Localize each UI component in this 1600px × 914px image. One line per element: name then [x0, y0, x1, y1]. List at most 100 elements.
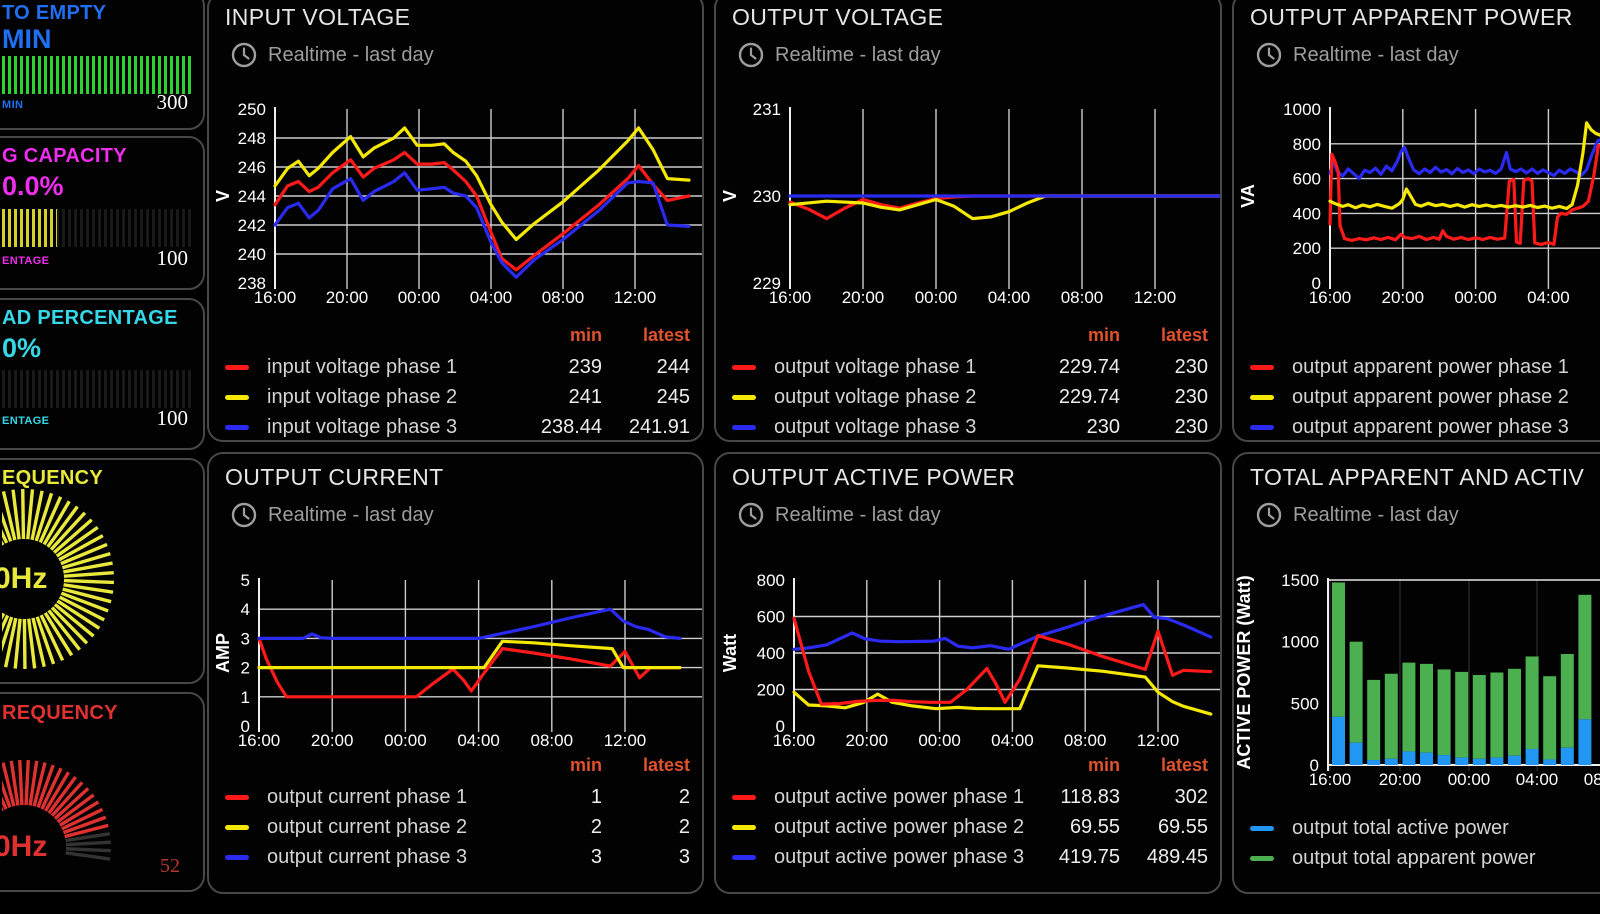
legend-row[interactable]: output voltage phase 1 229.74 230: [716, 352, 1220, 382]
chart-panel-output-active-power[interactable]: OUTPUT ACTIVE POWER Realtime - last day 0 2…: [714, 452, 1222, 894]
legend-swatch: [1250, 424, 1274, 430]
output-current-chart[interactable]: 0 1 2 3 4 5 AMP 16:00 20:00 00:00 04:00 08:00 12:00: [209, 536, 702, 751]
svg-text:08:00: 08:00: [1061, 288, 1104, 307]
svg-text:244: 244: [238, 187, 266, 206]
legend-row[interactable]: output current phase 3 3 3: [209, 842, 702, 872]
series-output-apparent-power-phase-2: [1328, 121, 1600, 211]
legend-min-value: 69.55: [1069, 815, 1120, 838]
legend-row[interactable]: input voltage phase 3 238.44 241.91: [209, 412, 702, 440]
y-axis-label: VA: [1238, 184, 1258, 208]
input-voltage-chart[interactable]: 238 240 242 244 246 248 250 V 16:00 20:00 00:00 04:…: [209, 76, 702, 314]
legend-row[interactable]: input voltage phase 1 239 244: [209, 352, 702, 382]
bar-apparent: [1560, 654, 1574, 748]
panel-subtitle: Realtime - last day: [738, 502, 941, 528]
legend-latest-value: 245: [656, 385, 690, 408]
legend-row[interactable]: output active power phase 3 419.75 489.45: [716, 842, 1220, 872]
legend-latest-value: 489.45: [1146, 845, 1208, 868]
bar-apparent: [1543, 676, 1557, 760]
legend-row[interactable]: output voltage phase 3 230 230: [716, 412, 1220, 440]
svg-text:200: 200: [757, 681, 785, 700]
legend-header-latest: latest: [1160, 755, 1208, 775]
svg-text:04:00: 04:00: [1516, 770, 1559, 789]
bar-apparent: [1332, 582, 1345, 717]
bar-active: [1472, 758, 1486, 765]
y-axis-label: V: [213, 190, 233, 202]
chart-panel-output-voltage[interactable]: OUTPUT VOLTAGE Realtime - last day 229 230 2…: [714, 0, 1222, 442]
legend-latest-value: 302: [1174, 785, 1208, 808]
legend-swatch: [732, 824, 756, 830]
clock-icon: [231, 502, 257, 528]
svg-text:200: 200: [1293, 239, 1321, 258]
output-voltage-chart[interactable]: 229 230 231 V 16:00 20:00 00:00 04:00 08:00 12:00: [716, 76, 1220, 314]
output-active-power-chart[interactable]: 0 200 400 600 800 Watt 16:00 20:00 00:00 04:00 08:…: [716, 536, 1220, 751]
panel-subtitle: Realtime - last day: [231, 42, 434, 68]
svg-text:400: 400: [757, 644, 785, 663]
bar-active: [1490, 757, 1504, 765]
legend-label: output active power phase 1: [774, 785, 1025, 808]
svg-text:240: 240: [238, 245, 266, 264]
svg-text:16:00: 16:00: [1309, 770, 1352, 789]
gauge-panel-charging-capacity[interactable]: G CAPACITY 0.0% ENTAGE 100: [0, 136, 205, 290]
legend-swatch: [1250, 855, 1274, 861]
legend-row[interactable]: input voltage phase 2 241 245: [209, 382, 702, 412]
legend-label: input voltage phase 1: [267, 355, 458, 378]
gauge-title: AD PERCENTAGE: [2, 307, 178, 329]
output-apparent-power-chart[interactable]: 0 200 400 600 800 1000 VA 16:00 20:00 00:00 04:00: [1234, 76, 1600, 314]
legend-row[interactable]: output voltage phase 2 229.74 230: [716, 382, 1220, 412]
clock-icon: [738, 42, 764, 68]
bar-gauge: [2, 209, 192, 247]
svg-text:1500: 1500: [1281, 571, 1319, 590]
legend-row[interactable]: output active power phase 2 69.55 69.55: [716, 812, 1220, 842]
legend-min-value: 2: [590, 815, 602, 838]
legend-min-value: 3: [590, 845, 602, 868]
legend-label: output current phase 2: [267, 815, 468, 838]
bar-active: [1332, 716, 1345, 765]
legend-row[interactable]: output apparent power phase 1: [1234, 352, 1600, 382]
svg-text:600: 600: [757, 608, 785, 627]
svg-text:00:00: 00:00: [1454, 288, 1497, 307]
bar-apparent: [1578, 594, 1592, 720]
legend-min-value: 241: [568, 385, 602, 408]
panel-title: TOTAL APPARENT AND ACTIV: [1250, 464, 1585, 490]
legend-row[interactable]: output apparent power phase 3: [1234, 412, 1600, 440]
legend-min-value: 1: [590, 785, 602, 808]
legend-min-value: 230: [1086, 415, 1120, 438]
bar-active: [1455, 757, 1469, 765]
legend-row[interactable]: output current phase 1 1 2: [209, 782, 702, 812]
legend-header-min: min: [569, 325, 602, 345]
bar-apparent: [1420, 663, 1433, 753]
legend-row[interactable]: output total active power: [1234, 813, 1600, 843]
gauge-panel-load-percentage[interactable]: AD PERCENTAGE 0% ENTAGE 100: [0, 298, 205, 450]
legend-row[interactable]: output current phase 2 2 2: [209, 812, 702, 842]
chart-panel-total-apparent-active[interactable]: TOTAL APPARENT AND ACTIV Realtime - last …: [1232, 452, 1600, 894]
legend-row[interactable]: output total apparent power: [1234, 843, 1600, 873]
legend-latest-value: 3: [678, 845, 690, 868]
svg-text:00:00: 00:00: [384, 731, 427, 750]
chart-panel-output-apparent-power[interactable]: OUTPUT APPARENT POWER Realtime - last day…: [1232, 0, 1600, 442]
total-apparent-active-chart[interactable]: 0 500 1000 1500 ACTIVE POWER (Watt) 16:00 20:0…: [1234, 536, 1600, 792]
panel-title: OUTPUT APPARENT POWER: [1250, 4, 1573, 30]
chart-legend: min latest output voltage phase 1 229.74 …: [716, 316, 1220, 440]
chart-legend: output apparent power phase 1 output app…: [1234, 352, 1600, 440]
legend-header-latest: latest: [642, 325, 690, 345]
legend-row[interactable]: output active power phase 1 118.83 302: [716, 782, 1220, 812]
svg-text:08:00: 08:00: [1064, 731, 1107, 750]
svg-text:0: 0: [1310, 756, 1319, 775]
gauge-panel-time-to-empty[interactable]: TO EMPTY MIN MIN 300: [0, 0, 205, 130]
bar-active: [1384, 758, 1398, 765]
bar-apparent: [1508, 668, 1521, 756]
legend-header-latest: latest: [1160, 325, 1208, 345]
gauge-panel-frequency-1[interactable]: EQUENCY 0Hz: [0, 458, 205, 684]
legend-latest-value: 2: [678, 815, 690, 838]
legend-label: output apparent power phase 1: [1292, 355, 1569, 378]
bar-active: [1543, 759, 1557, 765]
legend-label: input voltage phase 2: [267, 385, 458, 408]
legend-row[interactable]: output apparent power phase 2: [1234, 382, 1600, 412]
chart-panel-input-voltage[interactable]: INPUT VOLTAGE Realtime - last day 238 240 24…: [207, 0, 704, 442]
legend-label: output total active power: [1292, 816, 1509, 839]
legend-label: output current phase 3: [267, 845, 468, 868]
chart-panel-output-current[interactable]: OUTPUT CURRENT Realtime - last day 0 1 2 3 4 5 A…: [207, 452, 704, 894]
svg-text:400: 400: [1293, 204, 1321, 223]
gauge-panel-frequency-2[interactable]: REQUENCY 0Hz 52: [0, 692, 205, 892]
bar-gauge: [2, 370, 192, 408]
